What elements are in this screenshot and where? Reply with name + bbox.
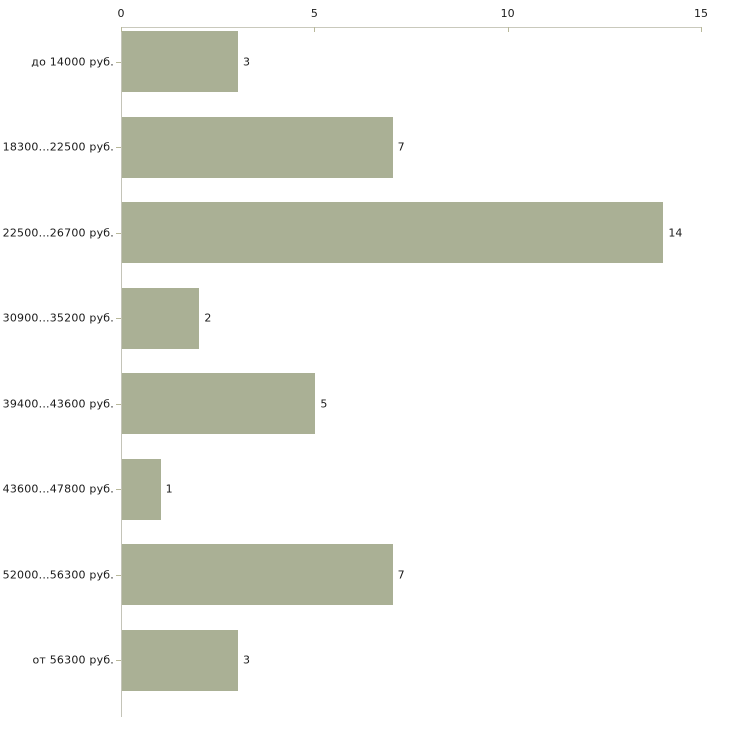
bar-value-label: 7 xyxy=(397,568,405,581)
bar[interactable] xyxy=(122,458,161,520)
y-axis-category-label: до 14000 руб. xyxy=(31,55,114,68)
y-axis-line xyxy=(121,27,122,717)
y-axis-category-label: от 56300 руб. xyxy=(32,653,114,667)
y-axis-category-labels: до 14000 руб. 18300...22500 руб. 22500...2… xyxy=(0,0,114,730)
bar-value-label: 5 xyxy=(320,397,328,410)
x-axis-tick-mark xyxy=(314,27,316,32)
y-axis-tick-mark xyxy=(116,575,121,576)
bar-value-label: 1 xyxy=(165,482,173,496)
y-axis-tick-mark xyxy=(116,147,121,148)
y-axis-category-label: 22500...26700 руб. xyxy=(2,226,114,239)
y-axis-category-label: 18300...22500 руб. xyxy=(2,140,114,154)
bar[interactable] xyxy=(122,629,238,691)
y-axis-tick-mark xyxy=(116,489,121,490)
y-axis-category-label: 52000...56300 руб. xyxy=(2,568,114,581)
x-axis-line xyxy=(121,27,702,28)
bar-value-label: 2 xyxy=(204,311,212,325)
y-axis-category-label: 30900...35200 руб. xyxy=(2,311,114,325)
bar-value-label: 3 xyxy=(243,55,250,68)
bar-value-label: 3 xyxy=(243,653,250,667)
x-axis-tick-mark xyxy=(701,27,702,32)
bar-value-label: 14 xyxy=(668,226,683,239)
bar[interactable] xyxy=(122,373,316,434)
y-axis-category-label: 43600...47800 руб. xyxy=(2,482,114,496)
x-axis-tick-label: 10 xyxy=(500,7,515,20)
x-axis-tick-label: 5 xyxy=(310,7,318,20)
y-axis-tick-mark xyxy=(116,233,121,234)
bar[interactable] xyxy=(122,287,200,349)
x-axis-tick-mark xyxy=(121,27,122,32)
x-axis-tick-label: 15 xyxy=(694,7,708,20)
bar[interactable] xyxy=(122,202,664,263)
y-axis-category-label: 39400...43600 руб. xyxy=(2,397,114,410)
y-axis-tick-mark xyxy=(116,62,121,63)
x-axis-tick-label: 0 xyxy=(117,7,125,20)
y-axis-tick-mark xyxy=(116,404,121,405)
bar[interactable] xyxy=(122,116,393,178)
bar-value-label: 7 xyxy=(397,140,405,154)
y-axis-tick-mark xyxy=(116,660,121,661)
x-axis-tick-mark xyxy=(507,27,509,32)
y-axis-tick-mark xyxy=(116,318,121,319)
bar[interactable] xyxy=(122,31,238,92)
bar[interactable] xyxy=(122,544,393,605)
